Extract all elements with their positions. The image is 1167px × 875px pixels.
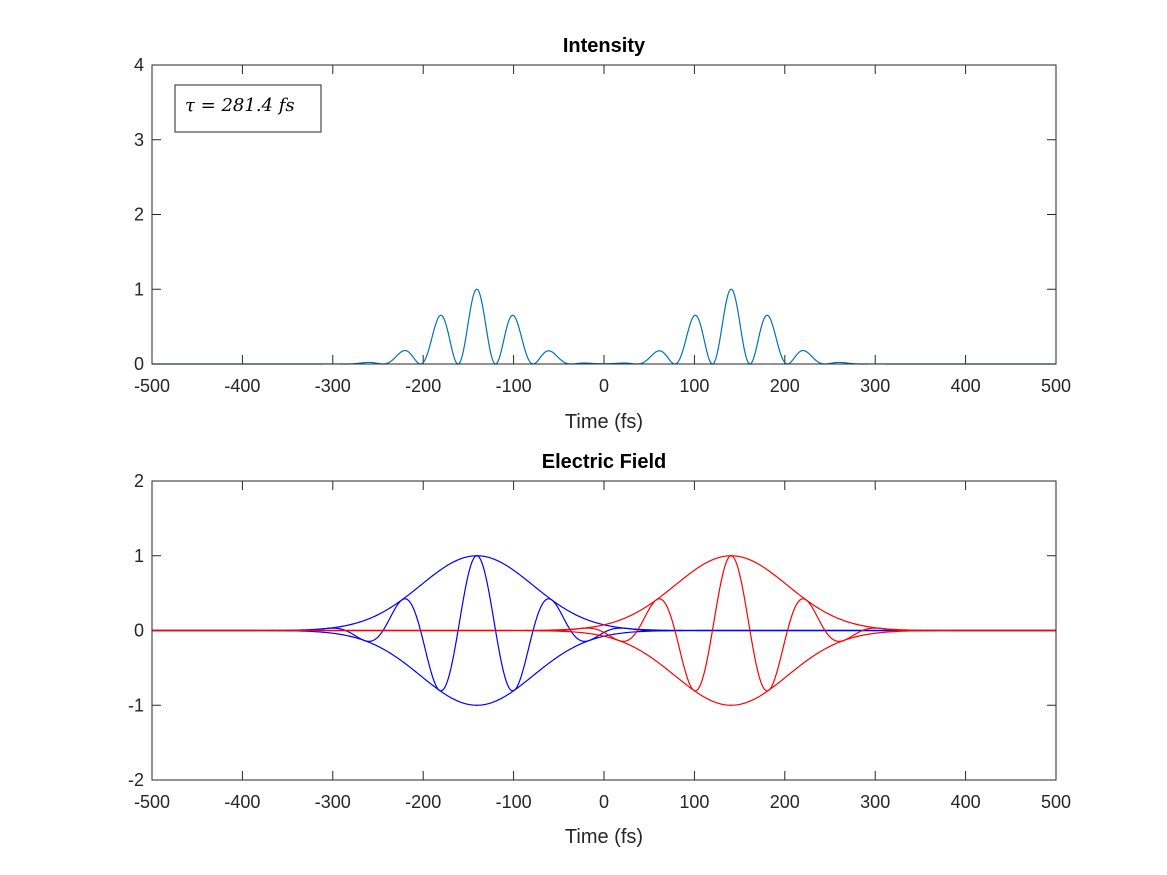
x-tick-label: -200 — [405, 792, 441, 812]
intensity-x-tick-labels: -500 -400 -300 -200 -100 0 100 200 300 400 500 — [134, 376, 1071, 396]
x-tick-label: 500 — [1041, 792, 1071, 812]
x-tick-label: -400 — [224, 376, 260, 396]
field-lines — [152, 555, 1056, 706]
x-tick-label: 400 — [951, 376, 981, 396]
field-axes-box — [151, 480, 1057, 781]
annotation-frame — [174, 84, 322, 133]
x-tick-label: -100 — [496, 376, 532, 396]
y-tick-label: 1 — [134, 279, 144, 299]
intensity-y-tick-labels: 0 1 2 3 4 — [134, 55, 144, 374]
x-tick-label: 100 — [679, 792, 709, 812]
y-tick-label: -1 — [128, 695, 144, 715]
field-y-tick-labels: -2 -1 0 1 2 — [128, 471, 144, 790]
electric-field-panel: -500 -400 -300 -200 -100 0 100 200 300 400 500 -2-… — [128, 451, 1071, 848]
x-tick-label: -100 — [496, 792, 532, 812]
x-tick-label: 500 — [1041, 376, 1071, 396]
y-tick-label: 0 — [134, 621, 144, 641]
x-tick-label: 400 — [951, 792, 981, 812]
intensity-axes-box — [151, 64, 1057, 365]
intensity-title: Intensity — [563, 35, 646, 57]
x-tick-label: -500 — [134, 792, 170, 812]
intensity-annotation-box: τ = 281.4 fs — [174, 84, 322, 133]
x-tick-label: 200 — [770, 376, 800, 396]
y-tick-label: 4 — [134, 55, 144, 75]
x-tick-label: -300 — [315, 376, 351, 396]
y-tick-label: 3 — [134, 130, 144, 150]
x-tick-label: -200 — [405, 376, 441, 396]
y-tick-label: 2 — [134, 471, 144, 491]
x-tick-label: -500 — [134, 376, 170, 396]
x-tick-label: 0 — [599, 376, 609, 396]
field-title: Electric Field — [542, 451, 667, 473]
intensity-panel: -500 -400 -300 -200 -100 0 100 200 300 400 500 0 1 2… — [134, 35, 1071, 433]
x-tick-label: 300 — [860, 376, 890, 396]
field-x-axis-label: Time (fs) — [565, 826, 643, 848]
x-tick-label: 300 — [860, 792, 890, 812]
pulse-2-field-line — [152, 555, 1056, 692]
intensity-x-axis-label: Time (fs) — [565, 411, 643, 433]
x-tick-label: 200 — [770, 792, 800, 812]
y-tick-label: 1 — [134, 546, 144, 566]
x-tick-label: 0 — [599, 792, 609, 812]
y-tick-label: -2 — [128, 770, 144, 790]
x-tick-label: -300 — [315, 792, 351, 812]
x-tick-label: 100 — [679, 376, 709, 396]
field-x-tick-labels: -500 -400 -300 -200 -100 0 100 200 300 400 500 — [134, 792, 1071, 812]
tau-annotation: τ = 281.4 fs — [185, 95, 295, 116]
x-tick-label: -400 — [224, 792, 260, 812]
y-tick-label: 0 — [134, 354, 144, 374]
y-tick-label: 2 — [134, 205, 144, 225]
